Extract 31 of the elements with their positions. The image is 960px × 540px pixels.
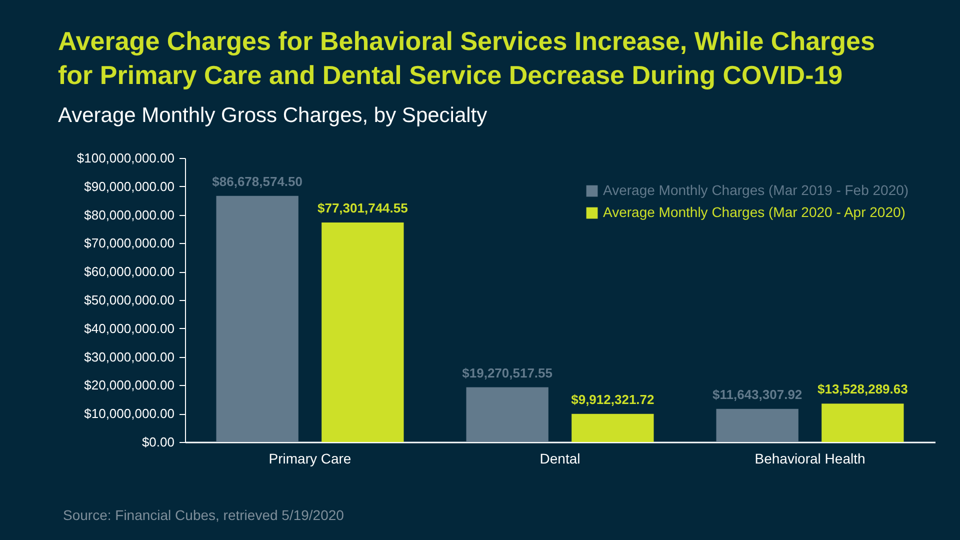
y-tick-label: $10,000,000.00 [84,406,174,422]
y-tick-label: $30,000,000.00 [84,349,174,364]
y-tick-label: $60,000,000.00 [84,264,174,280]
y-tick-label: $40,000,000.00 [84,320,174,336]
y-tick-label: $100,000,000.00 [76,150,174,166]
data-label: $13,528,289.63 [817,382,908,397]
y-tick-label: $20,000,000.00 [84,378,174,393]
data-label: $77,301,744.55 [317,200,408,216]
bar [572,414,654,442]
chart-subtitle: Average Monthly Gross Charges, by Specialty [58,104,488,128]
source-note: Source: Financial Cubes, retrieved 5/19/2020 [63,507,344,523]
y-tick-label: $50,000,000.00 [84,292,174,308]
x-tick-label: Primary Care [268,450,352,466]
legend-label: Average Monthly Charges (Mar 2020 - Apr 2020) [603,204,906,220]
bar [822,404,904,442]
chart-title: Average Charges for Behavioral Services Increase, While Charges for Primary Care and Dental Service Decrease During COVID-19 [58,25,876,92]
y-tick-label: $0.00 [142,434,174,450]
bar [216,196,298,442]
y-tick-label: $80,000,000.00 [84,207,174,222]
data-label: $11,643,307.92 [712,386,802,402]
y-tick-label: $70,000,000.00 [84,236,174,251]
data-label: $86,678,574.50 [212,174,303,189]
data-label: $19,270,517.55 [462,365,553,380]
legend-label: Average Monthly Charges (Mar 2019 - Feb 2020) [603,182,909,198]
bar [466,387,548,442]
bar [716,408,798,442]
y-tick-label: $90,000,000.00 [84,178,174,194]
data-label: $9,912,321.72 [571,392,654,407]
x-tick-label: Behavioral Health [754,450,866,466]
x-tick-label: Dental [540,450,580,466]
bar [322,222,404,442]
